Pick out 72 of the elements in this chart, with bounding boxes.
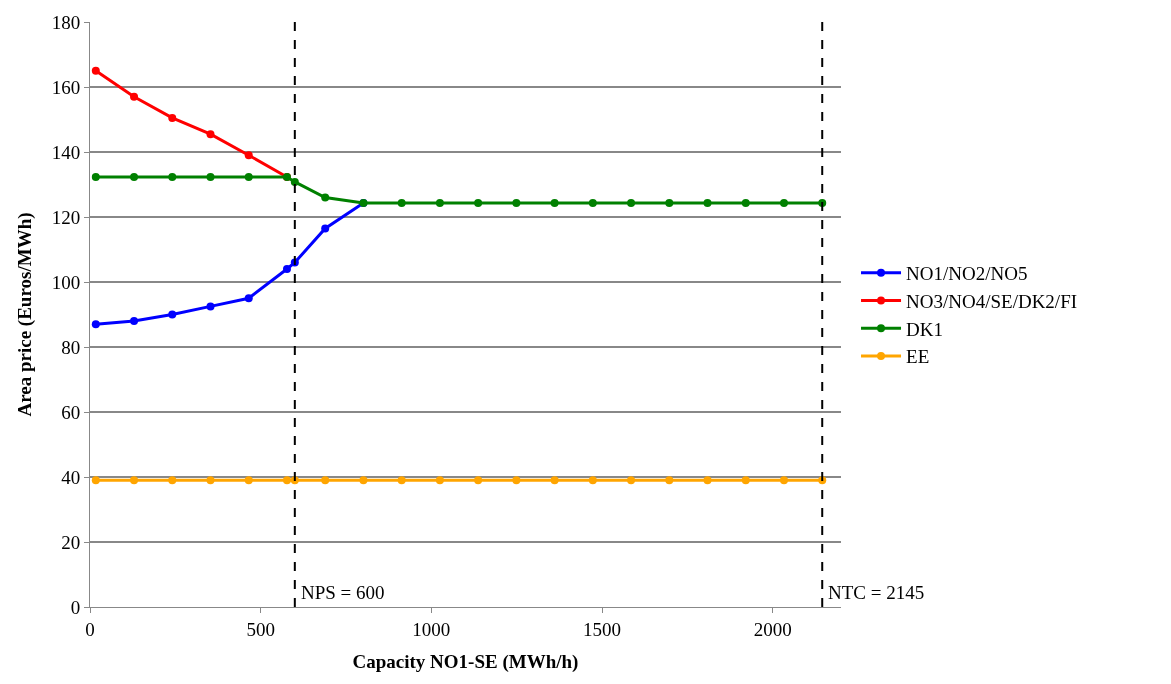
point — [168, 476, 177, 485]
x-tick-label: 1500 — [583, 618, 622, 640]
point — [665, 476, 674, 485]
x-axis-title: Capacity NO1-SE (MWh/h) — [352, 650, 579, 673]
point — [665, 199, 674, 208]
point — [130, 476, 139, 485]
y-tick-label: 40 — [61, 466, 81, 488]
legend-label: NO3/NO4/SE/DK2/FI — [906, 290, 1078, 312]
point — [168, 310, 177, 319]
point — [282, 265, 291, 273]
point — [588, 199, 597, 208]
y-tick-label: 140 — [51, 141, 81, 163]
point — [130, 173, 139, 182]
point — [474, 199, 483, 208]
point — [91, 320, 100, 329]
ref-line-label: NTC = 2145 — [828, 582, 925, 603]
point — [588, 476, 597, 485]
y-tick-label: 80 — [61, 336, 81, 358]
point — [91, 66, 100, 75]
point — [91, 173, 100, 182]
point — [512, 476, 521, 485]
x-tick-label: 500 — [246, 618, 275, 640]
point — [244, 294, 253, 303]
point — [206, 476, 215, 485]
point — [550, 476, 559, 485]
point — [435, 476, 444, 485]
y-tick-label: 60 — [61, 401, 81, 423]
point — [321, 224, 330, 233]
y-tick-label: 0 — [70, 596, 81, 618]
y-tick-label: 20 — [61, 531, 81, 553]
point — [741, 199, 750, 208]
point — [512, 199, 521, 208]
ref-line-label: NPS = 600 — [301, 582, 385, 603]
point — [321, 193, 330, 202]
y-tick-label: 180 — [51, 11, 81, 33]
y-axis-title: Area price (Euros/MWh) — [13, 212, 36, 417]
x-tick-label: 1000 — [412, 618, 451, 640]
point — [168, 113, 177, 122]
point — [130, 92, 139, 101]
x-tick-label: 2000 — [753, 618, 792, 640]
legend-label: EE — [906, 346, 930, 368]
point — [244, 173, 253, 182]
legend-label: NO1/NO2/NO5 — [906, 263, 1028, 285]
x-tick-label: 0 — [85, 618, 95, 640]
legend-label: DK1 — [906, 318, 943, 340]
y-tick-label: 160 — [51, 76, 81, 98]
point — [130, 317, 139, 325]
point — [206, 302, 215, 311]
y-tick-label: 100 — [51, 271, 81, 293]
point — [741, 476, 750, 485]
point — [244, 151, 253, 160]
point — [206, 130, 215, 139]
point — [397, 476, 406, 485]
point — [206, 173, 215, 182]
point — [435, 199, 444, 208]
point — [474, 476, 483, 485]
point — [703, 476, 712, 485]
y-tick-label: 120 — [51, 206, 81, 228]
point — [627, 476, 636, 485]
point — [703, 199, 712, 208]
point — [168, 173, 177, 182]
point — [91, 476, 100, 485]
point — [779, 199, 788, 208]
point — [397, 199, 406, 208]
point — [550, 199, 559, 208]
point — [321, 476, 330, 485]
point — [290, 177, 299, 186]
point — [282, 476, 291, 485]
point — [359, 476, 368, 485]
point — [244, 476, 253, 485]
point — [779, 476, 788, 485]
point — [627, 199, 636, 208]
